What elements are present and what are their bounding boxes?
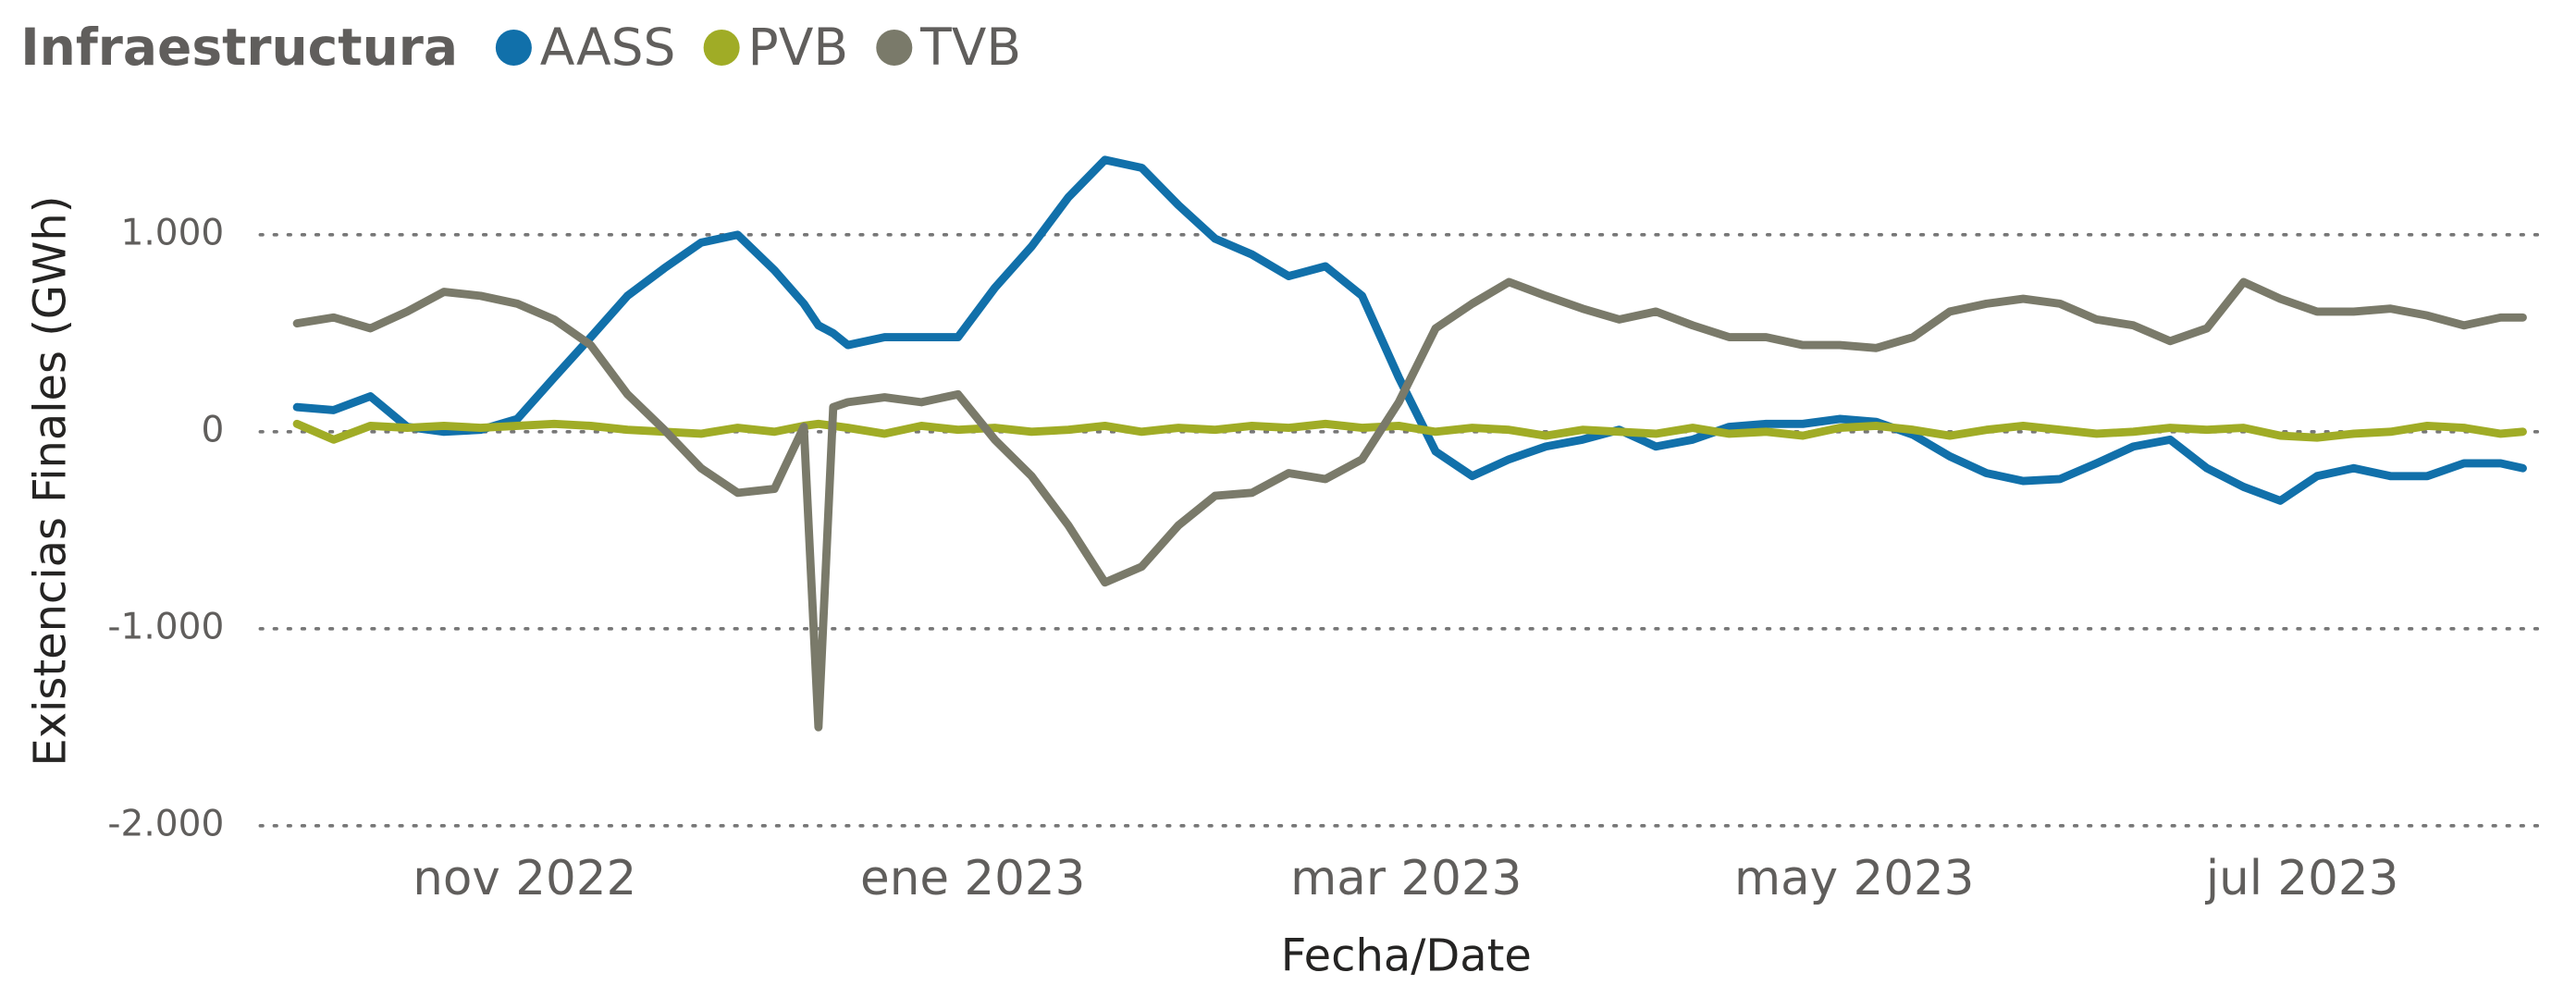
y-tick-label: -1.000 (107, 606, 224, 647)
y-tick-label: -2.000 (107, 803, 224, 844)
y-tick-label: 1.000 (121, 212, 225, 253)
line-series (292, 155, 2527, 505)
legend-marker (703, 29, 740, 66)
line-series (292, 419, 2527, 444)
line-series (292, 277, 2527, 732)
x-axis-title: Fecha/Date (1281, 931, 1532, 982)
legend-marker (495, 29, 532, 66)
x-tick-label: mar 2023 (1290, 851, 1522, 906)
legend-label: AASS (540, 18, 676, 77)
x-tick-label: nov 2022 (413, 851, 636, 906)
legend-title: Infraestructura (20, 18, 458, 77)
legend-label: TVB (919, 18, 1021, 77)
legend-label: PVB (748, 18, 849, 77)
x-tick-label: may 2023 (1734, 851, 1974, 906)
y-axis-title: Existencias Finales (GWh) (26, 196, 77, 767)
x-tick-label: ene 2023 (860, 851, 1085, 906)
legend-marker (876, 29, 913, 66)
x-tick-label: jul 2023 (2205, 851, 2399, 906)
y-tick-label: 0 (201, 409, 224, 450)
